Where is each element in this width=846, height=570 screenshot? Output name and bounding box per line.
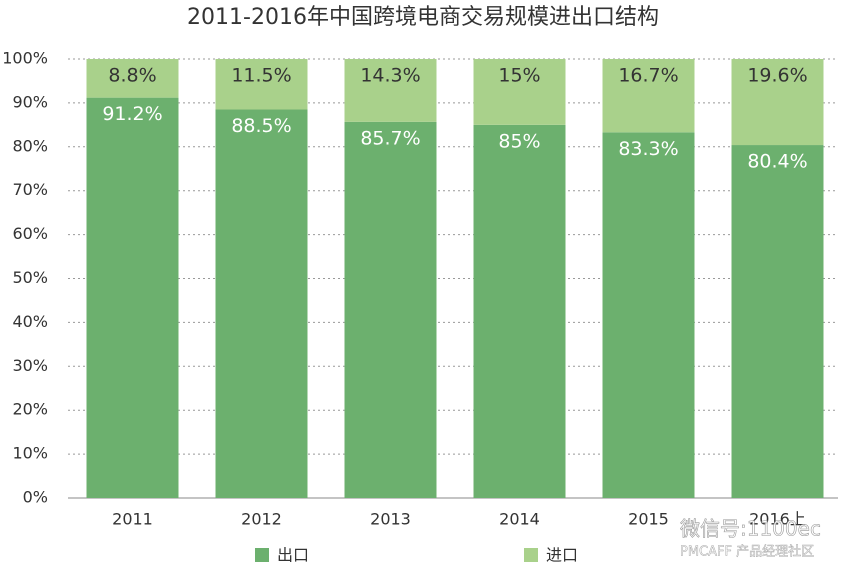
x-tick-label: 2013: [370, 510, 411, 529]
y-tick-label: 50%: [12, 268, 48, 287]
value-label: 83.3%: [618, 138, 678, 160]
bar-segment: [215, 59, 308, 110]
value-label: 15%: [498, 65, 540, 87]
watermark: 微信号:1100ec: [680, 517, 821, 541]
bar-segment: [344, 121, 437, 498]
y-tick-label: 80%: [12, 136, 48, 155]
y-tick-label: 70%: [12, 180, 48, 199]
value-label: 85.7%: [360, 127, 420, 149]
x-tick-label: 2015: [628, 510, 669, 529]
y-tick-label: 90%: [12, 92, 48, 111]
legend-label: 出口: [277, 546, 309, 565]
chart-title: 2011-2016年中国跨境电商交易规模进出口结构: [187, 5, 659, 30]
y-tick-label: 40%: [12, 312, 48, 331]
y-tick-label: 30%: [12, 356, 48, 375]
legend-label: 进口: [546, 546, 578, 565]
legend-swatch: [255, 548, 269, 562]
bar-segment: [731, 59, 824, 146]
bar-segment: [473, 59, 566, 125]
y-tick-label: 10%: [12, 444, 48, 463]
x-tick-label: 2011: [112, 510, 153, 529]
bar-segment: [215, 109, 308, 499]
value-label: 16.7%: [618, 65, 678, 87]
y-tick-label: 20%: [12, 400, 48, 419]
bar-segment: [86, 97, 179, 498]
value-label: 19.6%: [747, 65, 807, 87]
bar-segment: [473, 124, 566, 498]
value-label: 88.5%: [231, 115, 291, 137]
x-tick-label: 2016上: [749, 510, 806, 529]
watermark: PMCAFF 产品经理社区: [680, 544, 814, 560]
x-tick-label: 2014: [499, 510, 540, 529]
bar-segment: [602, 132, 695, 499]
value-label: 8.8%: [108, 65, 156, 87]
bar-segment: [602, 59, 695, 133]
bar-segment: [731, 145, 824, 498]
value-label: 80.4%: [747, 151, 807, 173]
value-label: 11.5%: [231, 65, 291, 87]
value-label: 91.2%: [102, 103, 162, 125]
value-label: 14.3%: [360, 65, 420, 87]
bar-segment: [344, 59, 437, 122]
y-tick-label: 60%: [12, 224, 48, 243]
bar-segment: [86, 59, 179, 98]
legend-swatch: [524, 548, 538, 562]
y-tick-label: 100%: [2, 49, 48, 68]
y-tick-label: 0%: [23, 488, 48, 507]
value-label: 85%: [498, 130, 540, 152]
x-tick-label: 2012: [241, 510, 282, 529]
